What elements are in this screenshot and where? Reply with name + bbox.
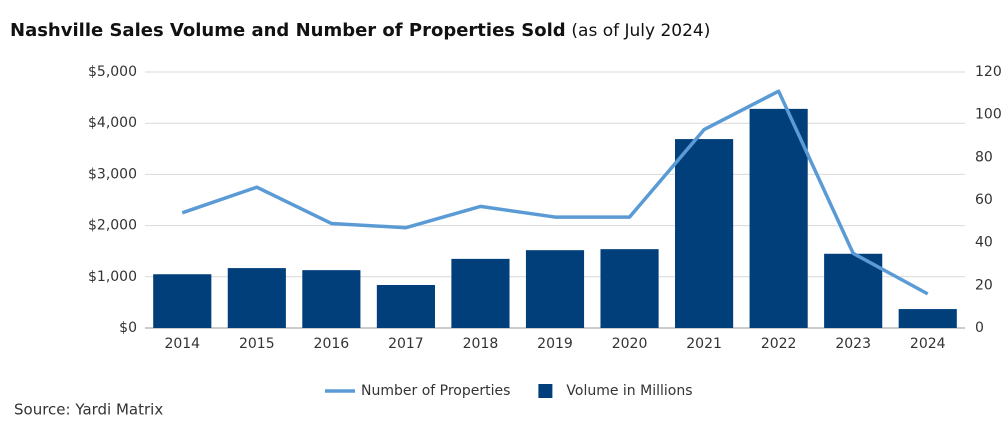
x-tick-label: 2020: [612, 336, 648, 352]
x-tick-label: 2014: [164, 336, 200, 352]
legend-label: Number of Properties: [361, 383, 510, 399]
x-tick-label: 2023: [835, 336, 871, 352]
y2-tick-label: 100: [975, 107, 1002, 123]
y-tick-label: $3,000: [88, 166, 137, 182]
x-tick-label: 2016: [314, 336, 350, 352]
y2-tick-label: 120: [975, 64, 1002, 80]
x-tick-label: 2018: [463, 336, 499, 352]
x-tick-label: 2017: [388, 336, 424, 352]
bar: [525, 250, 585, 328]
bar: [749, 108, 808, 328]
source-note: Source: Yardi Matrix: [14, 401, 163, 419]
y-tick-label: $0: [119, 320, 137, 336]
y-tick-label: $1,000: [88, 269, 137, 285]
line: [181, 89, 929, 296]
bar: [227, 268, 286, 328]
bar: [898, 309, 957, 328]
bar: [600, 249, 659, 328]
y2-tick-label: 20: [975, 277, 993, 293]
bar: [302, 270, 361, 328]
y-tick-label: $4,000: [88, 115, 137, 131]
y2-tick-label: 80: [975, 149, 993, 165]
y2-tick-label: 40: [975, 235, 993, 251]
y2-tick-label: 60: [975, 192, 993, 208]
bar: [376, 284, 435, 328]
y-tick-label: $5,000: [88, 64, 137, 80]
y-tick-label: $2,000: [88, 218, 137, 234]
x-tick-label: 2015: [239, 336, 275, 352]
x-tick-label: 2022: [761, 336, 797, 352]
x-tick-label: 2019: [537, 336, 573, 352]
chart-title-block: Nashville Sales Volume and Number of Pro…: [10, 20, 710, 41]
legend-label: Volume in Millions: [566, 383, 692, 399]
y2-tick-label: 0: [975, 320, 984, 336]
chart-subtitle: (as of July 2024): [571, 21, 710, 41]
chart-title: Nashville Sales Volume and Number of Pro…: [10, 20, 566, 41]
legend-swatch: [538, 384, 553, 398]
x-tick-label: 2024: [910, 336, 946, 352]
bar: [675, 139, 734, 328]
bar: [451, 258, 510, 328]
bar: [824, 253, 883, 328]
x-tick-label: 2021: [686, 336, 722, 352]
bar: [153, 274, 212, 328]
